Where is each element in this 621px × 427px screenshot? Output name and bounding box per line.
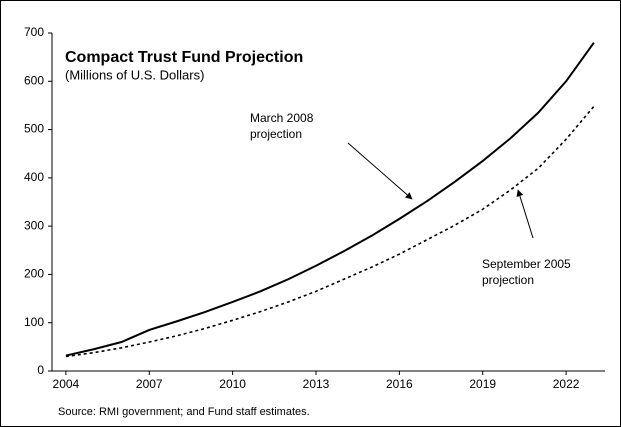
- arrow: [516, 189, 534, 239]
- x-tick-label: 2007: [136, 377, 163, 391]
- y-tick-label: 100: [24, 315, 44, 329]
- series-label: September 2005: [482, 257, 571, 271]
- x-tick-label: 2016: [386, 377, 413, 391]
- source-note: Source: RMI government; and Fund staff e…: [58, 406, 310, 418]
- arrow: [347, 142, 413, 200]
- x-tick-label: 2004: [53, 377, 80, 391]
- y-tick-label: 300: [24, 218, 44, 232]
- y-tick-label: 500: [24, 122, 44, 136]
- series-line: [65, 105, 595, 358]
- y-tick-label: 600: [24, 73, 44, 87]
- x-tick-label: 2022: [553, 377, 580, 391]
- series-label: projection: [482, 273, 534, 287]
- chart-title: Compact Trust Fund Projection: [65, 49, 303, 66]
- x-tick-label: 2010: [219, 377, 246, 391]
- y-tick-label: 700: [24, 25, 44, 39]
- y-tick-label: 200: [24, 267, 44, 281]
- series-label: March 2008: [250, 111, 314, 125]
- series-line: [65, 42, 595, 357]
- x-tick-label: 2019: [469, 377, 496, 391]
- y-tick-label: 0: [37, 363, 44, 377]
- y-tick-label: 400: [24, 170, 44, 184]
- x-tick-label: 2013: [303, 377, 330, 391]
- series-label: projection: [250, 127, 302, 141]
- chart-subtitle: (Millions of U.S. Dollars): [65, 67, 204, 82]
